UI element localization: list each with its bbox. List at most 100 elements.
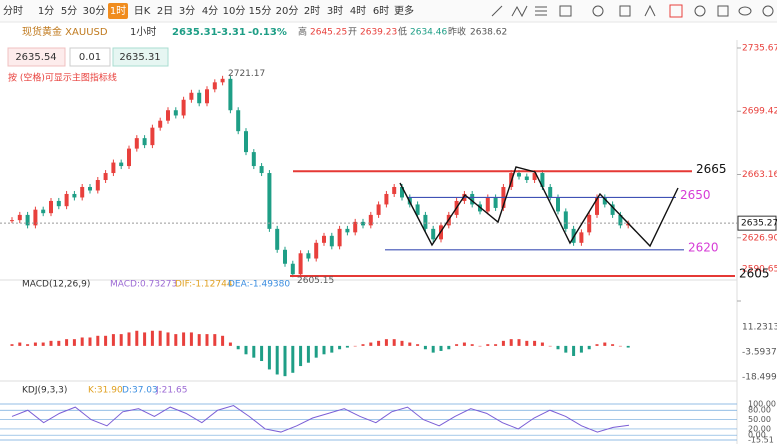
high: 2645.25 [310, 28, 347, 38]
macd-bar [517, 339, 521, 346]
macd-bar [548, 345, 552, 347]
macd-bar [603, 342, 607, 346]
candle [290, 263, 295, 275]
level-label: 2665 [696, 162, 727, 176]
period-tab[interactable]: 10分 [223, 5, 246, 17]
macd-bar [49, 340, 53, 346]
candle [127, 148, 131, 167]
macd-bar [626, 345, 630, 348]
candle [329, 235, 334, 247]
hint: 按 (空格)可显示主图指标线 [8, 72, 117, 84]
macd-tick-label: -18.49971 [742, 373, 777, 383]
candle [610, 204, 615, 215]
period-tab[interactable]: 3时 [327, 5, 343, 17]
macd-bar [174, 334, 178, 346]
period-tab[interactable]: 1分 [38, 5, 54, 17]
symbol[interactable]: 现货黄金 XAUUSD [22, 25, 108, 38]
macd-bar [150, 330, 154, 346]
kdj-tick-label: 80.00 [748, 406, 771, 415]
macd-bar [26, 344, 30, 346]
candle [80, 186, 85, 198]
candle [150, 127, 155, 146]
macd-bar [345, 345, 349, 348]
period-tab[interactable]: 5分 [61, 5, 77, 17]
macd-bar [455, 344, 459, 346]
macd-bar [104, 335, 108, 346]
candle [197, 92, 202, 104]
period-tab[interactable]: 3分 [179, 5, 195, 17]
candle [283, 249, 287, 264]
kdj-title: KDJ(9,3,3) [22, 386, 67, 396]
period-tab[interactable]: 20分 [276, 5, 299, 17]
macd-bar [330, 345, 334, 353]
macd-bar [41, 342, 45, 346]
k-line [11, 405, 630, 433]
level-label: 2620 [688, 240, 719, 254]
macd-bar [283, 345, 287, 377]
open-label: 开 [348, 27, 357, 38]
price-tick-label: 2699.42 [742, 107, 777, 117]
macd-bar [416, 344, 420, 346]
macd-bar [127, 332, 131, 346]
kdj-tick-label: 0.00 [748, 431, 766, 440]
level-label: 2605 [739, 266, 770, 280]
period-tab[interactable]: 4分 [202, 5, 218, 17]
candle [353, 221, 358, 233]
macd-value: MACD:0.73273 [110, 280, 177, 290]
macd-bar [205, 334, 209, 346]
macd-bar [252, 345, 256, 358]
interval[interactable]: 1小时 [130, 26, 156, 38]
period-tab[interactable]: 6时 [373, 5, 389, 17]
macd-bar [486, 344, 490, 346]
macd-bar [392, 339, 396, 346]
candle [595, 197, 599, 215]
period-tab[interactable]: 分时 [3, 5, 23, 17]
macd-bar [478, 345, 482, 347]
candle [103, 173, 108, 181]
period-tab[interactable]: 2时 [304, 5, 320, 17]
period-tab[interactable]: 1时 [110, 5, 126, 17]
candle [556, 197, 560, 212]
period-tab[interactable]: 日K [134, 6, 151, 17]
period-tab[interactable]: 4时 [350, 5, 366, 17]
candle [275, 228, 280, 250]
period-tab[interactable]: 30分 [83, 5, 106, 17]
candle [361, 221, 365, 226]
bid-box[interactable] [7, 47, 66, 67]
high-note: 2721.17 [228, 69, 265, 79]
prev: 2638.62 [470, 28, 507, 38]
bid: 2635.54 [15, 52, 56, 63]
period-tab[interactable]: 2日 [157, 6, 173, 17]
macd-bar [213, 334, 217, 346]
candle [431, 228, 436, 240]
macd-bar [299, 345, 303, 367]
macd-bar [462, 342, 466, 346]
more-button[interactable]: 更多 [394, 4, 414, 17]
last-price: 2635.31 [172, 27, 218, 38]
candle [563, 211, 568, 229]
macd-bar [275, 345, 279, 375]
macd-bar [189, 332, 193, 346]
ask-box[interactable] [112, 47, 169, 67]
macd-bar [423, 345, 427, 350]
macd-bar [143, 332, 147, 346]
macd-bar [501, 340, 505, 346]
macd-bar [587, 345, 591, 350]
candle [158, 120, 163, 128]
macd-bar [236, 345, 240, 350]
macd-bar [18, 342, 22, 346]
candle [314, 242, 319, 259]
level-label: 2650 [680, 188, 711, 202]
candle [532, 173, 537, 181]
high-label: 高 [298, 26, 307, 38]
period-tab[interactable]: 15分 [249, 5, 272, 17]
qty-box[interactable] [69, 47, 111, 67]
price-tick-label: 2663.16 [742, 170, 777, 180]
macd-bar [338, 345, 342, 350]
candle [345, 228, 350, 233]
candle [212, 82, 217, 90]
macd-bar [611, 344, 615, 346]
prev-label: 昨收 [448, 26, 466, 38]
candle [244, 131, 248, 153]
macd-bar [228, 342, 232, 346]
